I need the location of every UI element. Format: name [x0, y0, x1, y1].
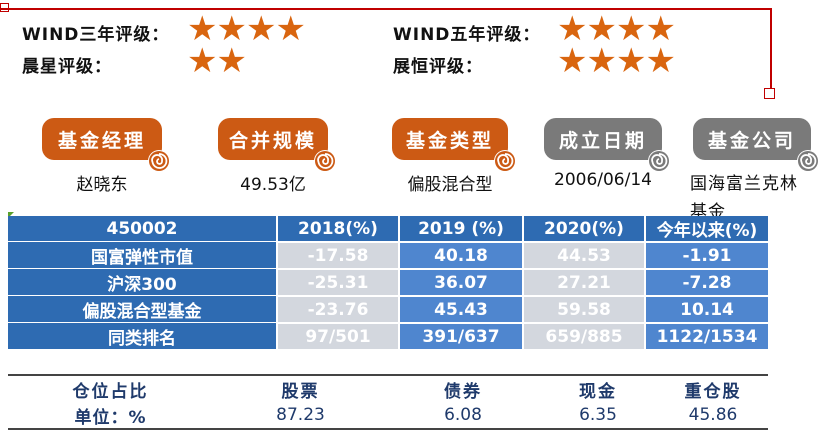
- swirl-icon: [797, 150, 819, 172]
- fund-manager-label: 基金经理: [57, 129, 146, 152]
- allocation-bonds-value: 6.08: [444, 405, 482, 425]
- allocation-value-row: 单位：% 87.23 6.08 6.35 45.86: [8, 402, 768, 428]
- wind-5y-star-icons: ★★★★: [557, 9, 676, 49]
- cell-2019: 45.43: [398, 295, 522, 322]
- divider: [8, 374, 768, 376]
- row-label: 国富弹性市值: [8, 241, 276, 268]
- connector-line: [0, 8, 772, 10]
- inception-date-badge: 成立日期: [544, 118, 670, 172]
- fund-type-card: 基金类型 偏股混合型: [392, 118, 516, 195]
- cell-2018: -17.58: [276, 241, 398, 268]
- allocation-table: 仓位占比 股票 债券 现金 重仓股 单位：% 87.23 6.08 6.35 4…: [8, 374, 768, 430]
- fund-company-badge: 基金公司: [693, 118, 819, 172]
- header-ytd: 今年以来(%): [644, 216, 768, 241]
- inception-date-label: 成立日期: [558, 129, 647, 152]
- header-fund-code: 450002: [8, 216, 276, 241]
- table-row: 沪深300 -25.31 36.07 27.21 -7.28: [8, 268, 768, 295]
- header-2020: 2020(%): [522, 216, 644, 241]
- swirl-icon: [494, 150, 516, 172]
- allocation-header-stocks: 股票: [281, 381, 320, 402]
- fund-type-badge: 基金类型: [392, 118, 516, 172]
- allocation-header: 仓位占比: [72, 381, 149, 402]
- cell-2020: 659/885: [522, 322, 644, 349]
- cell-2019: 40.18: [398, 241, 522, 268]
- fund-manager-value: 赵晓东: [76, 175, 128, 195]
- table-row: 同类排名 97/501 391/637 659/885 1122/1534: [8, 322, 768, 349]
- wind-5y-rating-label: WIND五年评级：: [393, 25, 541, 45]
- cell-2019: 36.07: [398, 268, 522, 295]
- fund-size-label: 合并规模: [228, 129, 317, 152]
- cell-2019: 391/637: [398, 322, 522, 349]
- row-label: 沪深300: [8, 268, 276, 295]
- connector-end-marker: [764, 88, 775, 99]
- row-label: 偏股混合型基金: [8, 295, 276, 322]
- header-2018: 2018(%): [276, 216, 398, 241]
- swirl-icon: [148, 150, 170, 172]
- wind-3y-rating-label: WIND三年评级：: [22, 25, 170, 45]
- fund-company-card: 基金公司: [693, 118, 819, 172]
- corner-marker: [0, 3, 9, 12]
- fund-size-value: 49.53亿: [240, 175, 306, 195]
- table-corner-marker: [8, 212, 14, 218]
- swirl-icon: [314, 150, 336, 172]
- table-header-row: 450002 2018(%) 2019 (%) 2020(%) 今年以来(%): [8, 216, 768, 241]
- cell-ytd: 1122/1534: [644, 322, 768, 349]
- swirl-icon: [648, 150, 670, 172]
- fund-size-badge: 合并规模: [218, 118, 336, 172]
- allocation-header-cash: 现金: [579, 381, 617, 402]
- morningstar-star-icons: ★★: [187, 41, 247, 81]
- allocation-header-bonds: 债券: [444, 381, 482, 402]
- cell-2020: 27.21: [522, 268, 644, 295]
- row-label: 同类排名: [8, 322, 276, 349]
- fund-manager-card: 基金经理 赵晓东: [42, 118, 170, 195]
- cell-ytd: -1.91: [644, 241, 768, 268]
- zhanheng-star-icons: ★★★★: [557, 41, 676, 81]
- cell-2020: 44.53: [522, 241, 644, 268]
- allocation-header-top-holdings: 重仓股: [684, 381, 742, 402]
- connector-line-vertical: [770, 8, 772, 94]
- fund-manager-badge: 基金经理: [42, 118, 170, 172]
- cell-2018: 97/501: [276, 322, 398, 349]
- allocation-stocks-value: 87.23: [276, 405, 325, 425]
- performance-table: 450002 2018(%) 2019 (%) 2020(%) 今年以来(%) …: [8, 216, 768, 349]
- wind-3y-star-icons: ★★★★: [187, 9, 306, 49]
- table-row: 偏股混合型基金 -23.76 45.43 59.58 10.14: [8, 295, 768, 322]
- header-2019: 2019 (%): [398, 216, 522, 241]
- allocation-unit-label: 单位：%: [74, 407, 147, 428]
- cell-2018: -23.76: [276, 295, 398, 322]
- divider: [8, 428, 768, 430]
- morningstar-rating-label: 晨星评级：: [22, 57, 112, 77]
- fund-type-label: 基金类型: [405, 129, 494, 152]
- cell-ytd: -7.28: [644, 268, 768, 295]
- fund-type-value: 偏股混合型: [407, 175, 493, 195]
- zhanheng-rating-label: 展恒评级：: [393, 57, 483, 77]
- inception-date-card: 成立日期 2006/06/14: [544, 118, 670, 190]
- cell-2020: 59.58: [522, 295, 644, 322]
- table-row: 国富弹性市值 -17.58 40.18 44.53 -1.91: [8, 241, 768, 268]
- cell-2018: -25.31: [276, 268, 398, 295]
- fund-company-label: 基金公司: [707, 129, 796, 152]
- fund-size-card: 合并规模 49.53亿: [218, 118, 336, 195]
- allocation-header-row: 仓位占比 股票 债券 现金 重仓股: [8, 376, 768, 402]
- cell-ytd: 10.14: [644, 295, 768, 322]
- inception-date-value: 2006/06/14: [554, 170, 652, 190]
- allocation-top-holdings-value: 45.86: [688, 405, 738, 425]
- allocation-cash-value: 6.35: [579, 405, 617, 425]
